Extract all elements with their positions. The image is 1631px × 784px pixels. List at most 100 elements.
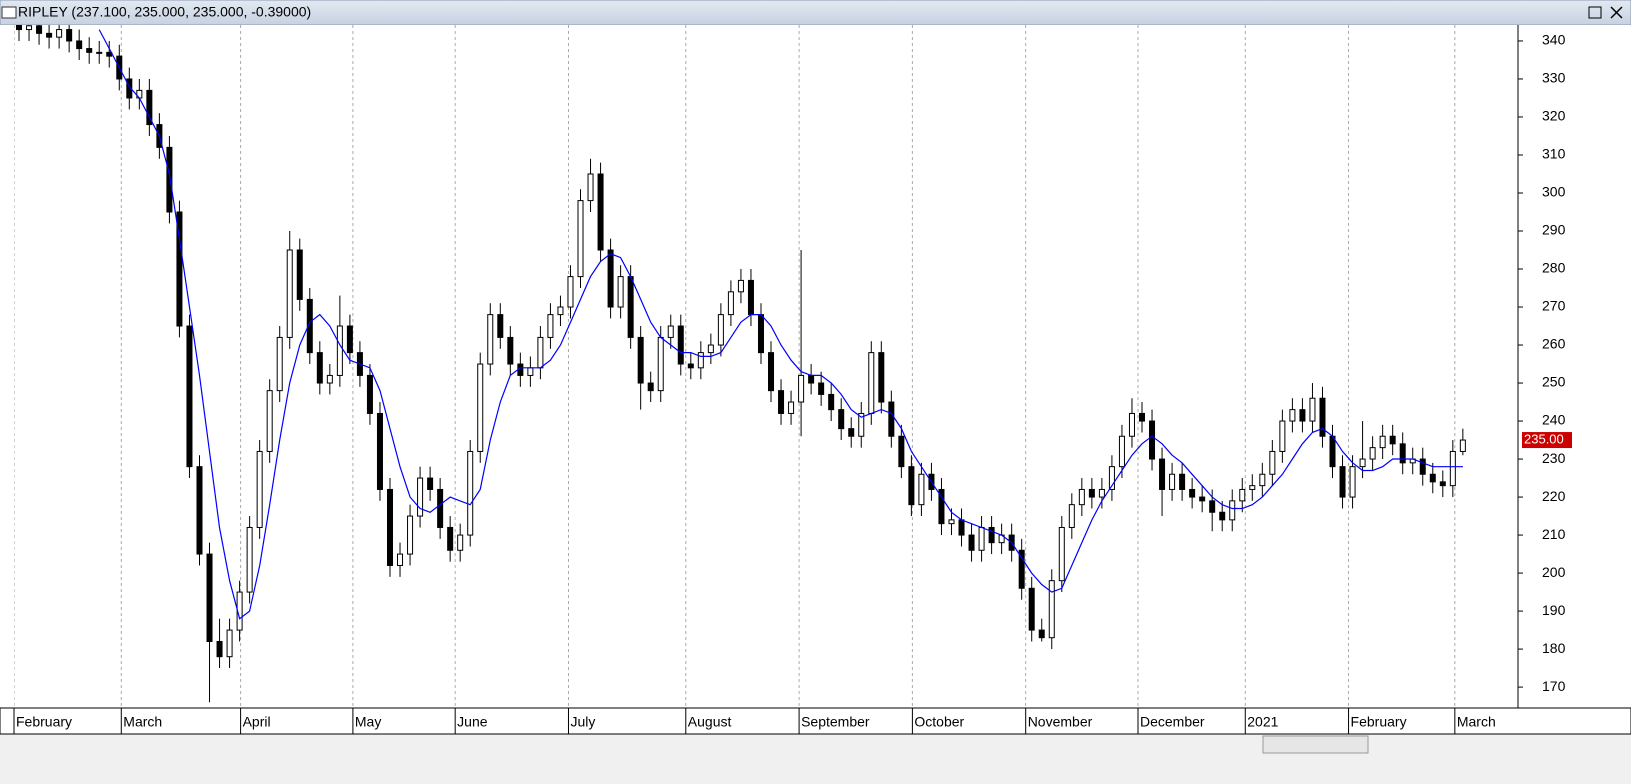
candle-body (1449, 450, 1456, 487)
candle-body (1359, 458, 1366, 468)
candle-body (276, 336, 283, 392)
candle-body (206, 553, 213, 642)
candle-body (757, 314, 764, 354)
x-tick-label: July (570, 714, 595, 730)
candle-body (1289, 409, 1296, 422)
x-tick-label: March (123, 714, 162, 730)
candle-body (627, 276, 634, 338)
candle-body (86, 48, 93, 53)
last-price-label: 235.00 (1524, 431, 1564, 446)
candle-body (1269, 450, 1276, 475)
y-tick-label: 320 (1542, 108, 1566, 124)
scrollbar-thumb[interactable] (1262, 735, 1369, 754)
candle-body (1048, 580, 1055, 639)
candle-body (477, 363, 484, 452)
candle-body (677, 325, 684, 365)
candle-body (687, 363, 694, 369)
candle-body (427, 477, 434, 490)
y-tick-label: 180 (1542, 640, 1566, 656)
x-tick-label: August (688, 714, 732, 730)
candle-body (1389, 435, 1396, 445)
y-tick-label: 170 (1542, 678, 1566, 694)
candle-body (667, 325, 674, 338)
candle-body (1159, 458, 1166, 490)
x-tick-label: October (914, 714, 964, 730)
x-tick-label: September (801, 714, 870, 730)
candle-body (507, 336, 514, 365)
y-tick-label: 300 (1542, 184, 1566, 200)
candle-body (1329, 435, 1336, 468)
candle-body (727, 291, 734, 316)
candle-body (1088, 488, 1095, 498)
y-tick-label: 200 (1542, 564, 1566, 580)
candle-body (1189, 488, 1196, 498)
y-tick-label: 250 (1542, 374, 1566, 390)
candle-body (176, 211, 183, 327)
candle-body (1339, 466, 1346, 498)
candle-body (657, 336, 664, 392)
candle-body (1229, 500, 1236, 521)
window-buttons[interactable] (1588, 6, 1623, 19)
close-button[interactable] (1610, 6, 1623, 19)
candle-body (56, 29, 63, 38)
y-tick-label: 240 (1542, 412, 1566, 428)
candle-body (397, 553, 404, 566)
candle-body (36, 25, 43, 34)
x-axis-area (0, 707, 1631, 735)
candle-body (978, 526, 985, 551)
plot-layer (14, 25, 1466, 708)
candle-body (808, 374, 815, 384)
y-tick-label: 340 (1542, 32, 1566, 48)
candle-body (386, 488, 394, 566)
candle-body (66, 29, 73, 42)
y-tick-label: 260 (1542, 336, 1566, 352)
candle-body (1419, 458, 1426, 475)
candle-body (637, 336, 644, 384)
candle-body (1078, 488, 1085, 506)
chart-title: RIPLEY (237.100, 235.000, 235.000, -0.39… (18, 4, 311, 20)
y-tick-label: 190 (1542, 602, 1566, 618)
candle-body (1219, 511, 1226, 521)
x-tick-label: February (1351, 714, 1407, 730)
moving-average-line (98, 29, 1463, 620)
candle-body (567, 276, 574, 308)
candle-body (858, 412, 865, 437)
candle-body (818, 382, 825, 395)
candle-body (366, 374, 373, 414)
y-tick-label: 220 (1542, 488, 1566, 504)
x-tick-label: May (355, 714, 381, 730)
candle-body (1108, 466, 1115, 490)
candle-body (1249, 485, 1256, 490)
candle-body (788, 401, 795, 414)
candle-body (447, 526, 454, 551)
candle-body (1068, 504, 1075, 528)
candle-body (717, 314, 724, 346)
candle-body (1459, 439, 1466, 452)
restore-button[interactable] (1588, 6, 1602, 19)
candle-body (938, 488, 945, 525)
last-price-box (1522, 432, 1572, 449)
x-tick-label: March (1457, 714, 1496, 730)
candle-body (246, 526, 253, 593)
candle-body (1199, 496, 1206, 502)
candle-body (798, 374, 805, 403)
x-tick-label: 2021 (1247, 714, 1278, 730)
candle-body (908, 466, 915, 506)
candle-body (828, 393, 835, 411)
candle-body (1179, 473, 1186, 490)
y-tick-label: 280 (1542, 260, 1566, 276)
candle-body (266, 390, 273, 452)
candle-body (1279, 420, 1286, 452)
y-tick-label: 330 (1542, 70, 1566, 86)
candle-body (617, 276, 624, 308)
x-tick-label: November (1028, 714, 1093, 730)
candle-body (166, 146, 173, 213)
candle-body (146, 89, 153, 126)
candle-body (1379, 435, 1386, 449)
y-tick-label: 270 (1542, 298, 1566, 314)
candle-body (898, 435, 905, 468)
candle-body (587, 173, 594, 202)
candle-body (778, 390, 785, 414)
candle-body (888, 401, 895, 437)
